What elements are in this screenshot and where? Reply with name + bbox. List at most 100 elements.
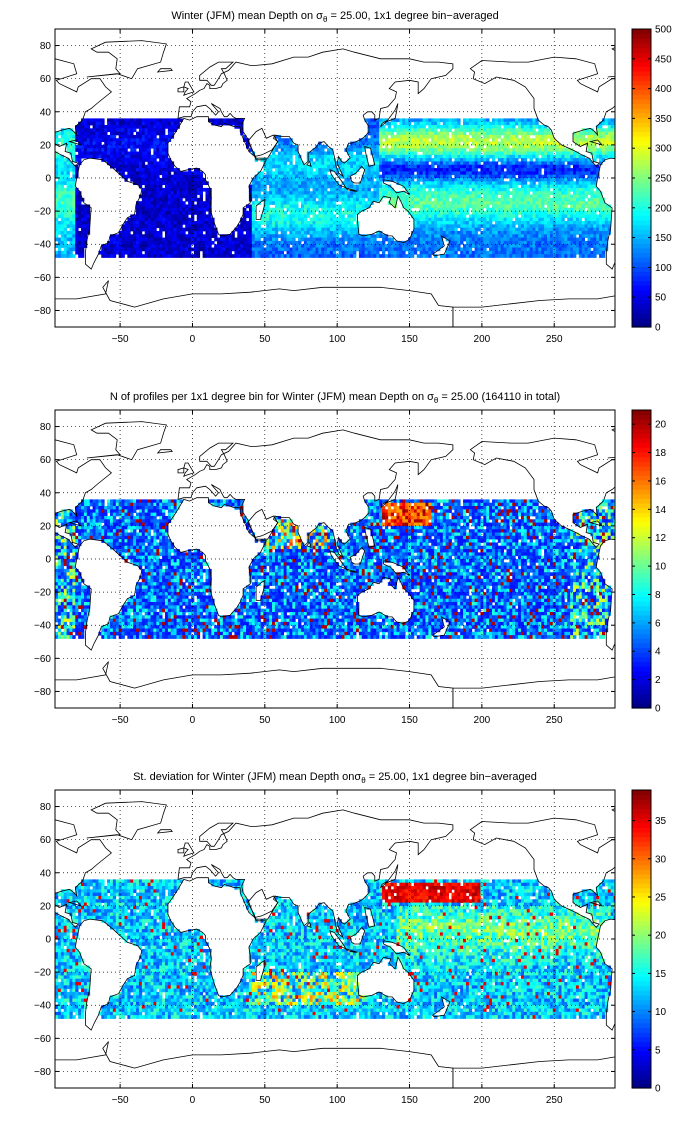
colorbar-segment bbox=[632, 689, 651, 695]
colorbar-segment bbox=[632, 80, 651, 86]
colorbar-tick-label: 200 bbox=[655, 203, 672, 214]
colorbar-tick-label: 0 bbox=[655, 704, 661, 715]
coastline bbox=[383, 940, 410, 956]
colorbar-segment bbox=[632, 313, 651, 319]
colorbar-segment bbox=[632, 1055, 651, 1061]
colorbar-tick-label: 14 bbox=[655, 505, 667, 516]
colorbar-segment bbox=[632, 475, 651, 481]
colorbar-segment bbox=[632, 652, 651, 658]
y-tick-label: 20 bbox=[40, 140, 52, 151]
colorbar-segment bbox=[632, 238, 651, 244]
colorbar-segment bbox=[632, 308, 651, 314]
coastline bbox=[86, 801, 167, 841]
colorbar-segment bbox=[632, 168, 651, 174]
colorbar-segment bbox=[632, 317, 651, 323]
colorbar-segment bbox=[632, 915, 651, 921]
coastlines bbox=[55, 421, 696, 708]
colorbar-segment bbox=[632, 680, 651, 686]
y-tick-label: 60 bbox=[40, 74, 52, 85]
colorbar-segment bbox=[632, 84, 651, 91]
colorbar-segment bbox=[632, 512, 651, 518]
colorbar: 35 30 25 20 15 10 5 0 bbox=[631, 789, 667, 1095]
colorbar-segment bbox=[632, 526, 651, 532]
colorbar-segment bbox=[632, 531, 651, 537]
y-tick-label: −60 bbox=[34, 273, 51, 284]
x-tick-label: 100 bbox=[329, 1095, 346, 1106]
colorbar-frame bbox=[631, 789, 652, 1089]
coastline bbox=[595, 157, 615, 270]
coastline bbox=[86, 421, 167, 461]
y-tick-label: −20 bbox=[34, 968, 51, 979]
coastline bbox=[74, 538, 143, 651]
y-tick-label: 20 bbox=[40, 521, 52, 532]
coastline bbox=[452, 676, 615, 708]
colorbar-segment bbox=[632, 196, 651, 202]
coastline bbox=[167, 497, 267, 618]
colorbar-segment bbox=[632, 628, 651, 635]
colorbar-segment bbox=[632, 985, 651, 991]
colorbar-segment bbox=[632, 897, 651, 903]
coastline bbox=[588, 139, 604, 146]
colorbar-segment bbox=[632, 131, 651, 137]
coastline bbox=[247, 127, 279, 159]
colorbar-tick-label: 35 bbox=[655, 816, 667, 827]
colorbar-segment bbox=[632, 94, 651, 100]
coastline bbox=[364, 906, 376, 928]
colorbar-segment bbox=[632, 266, 651, 272]
y-tick-label: −80 bbox=[34, 1067, 51, 1078]
colorbar-segment bbox=[632, 596, 651, 602]
colorbar-segment bbox=[632, 971, 651, 977]
coastline bbox=[67, 900, 83, 907]
y-tick-label: −60 bbox=[34, 654, 51, 665]
colorbar-segment bbox=[632, 1032, 651, 1038]
coastline bbox=[177, 809, 454, 939]
coastline bbox=[588, 900, 604, 907]
colorbar-segment bbox=[632, 108, 651, 114]
colorbar-segment bbox=[632, 205, 651, 212]
colorbar-segment bbox=[632, 661, 651, 667]
chart-panel-1: −50 0 50 100 150 200 250806040200−20−40−60−80W… bbox=[34, 10, 672, 345]
x-tick-label: 0 bbox=[190, 715, 196, 726]
heatmap-cells bbox=[55, 499, 615, 639]
x-tick-label: 0 bbox=[190, 1095, 196, 1106]
colorbar-segment bbox=[632, 656, 651, 663]
coastline bbox=[74, 918, 143, 1031]
y-tick-label: 40 bbox=[40, 868, 52, 879]
colorbar-segment bbox=[632, 817, 651, 824]
coastline bbox=[183, 81, 195, 96]
colorbar-segment bbox=[632, 799, 651, 805]
colorbar-segment bbox=[632, 859, 651, 866]
colorbar-segment bbox=[632, 437, 651, 444]
coastline bbox=[306, 160, 312, 168]
colorbar-segment bbox=[632, 831, 651, 838]
x-tick-label: 150 bbox=[401, 715, 418, 726]
coastline bbox=[452, 295, 615, 327]
coastline bbox=[167, 877, 267, 998]
colorbar-segment bbox=[632, 136, 651, 142]
x-tick-label: 200 bbox=[474, 334, 491, 345]
y-tick-label: −40 bbox=[34, 1001, 51, 1012]
colorbar-segment bbox=[632, 948, 651, 954]
colorbar-segment bbox=[632, 275, 651, 282]
colorbar-segment bbox=[632, 845, 651, 852]
colorbar-segment bbox=[632, 447, 651, 453]
colorbar-tick-label: 10 bbox=[655, 1007, 667, 1018]
chart-panel-2: −50 0 50 100 150 200 250806040200−20−40−60−80N… bbox=[34, 391, 696, 726]
colorbar-segment bbox=[632, 920, 651, 926]
coastline bbox=[55, 661, 454, 708]
coastline bbox=[177, 429, 454, 559]
colorbar-segment bbox=[632, 61, 651, 67]
colorbar-tick-label: 15 bbox=[655, 969, 667, 980]
coastline bbox=[255, 959, 266, 981]
y-tick-label: −20 bbox=[34, 588, 51, 599]
y-tick-label: 40 bbox=[40, 107, 52, 118]
x-tick-label: 150 bbox=[401, 334, 418, 345]
colorbar-segment bbox=[632, 461, 651, 467]
colorbar-segment bbox=[632, 98, 651, 105]
colorbar-tick-label: 500 bbox=[655, 25, 672, 36]
colorbar-segment bbox=[632, 289, 651, 296]
colorbar-segment bbox=[632, 423, 651, 430]
coastline bbox=[689, 498, 696, 617]
y-tick-label: 80 bbox=[40, 422, 52, 433]
colorbar-segment bbox=[632, 247, 651, 254]
